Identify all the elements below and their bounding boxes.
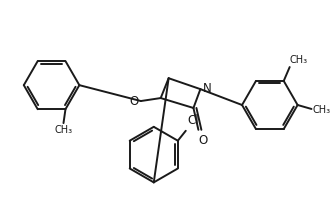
Text: CH₃: CH₃: [290, 55, 308, 65]
Text: O: O: [130, 94, 139, 108]
Text: O: O: [199, 134, 208, 147]
Text: CH₃: CH₃: [313, 105, 331, 115]
Text: Cl: Cl: [188, 114, 199, 127]
Text: N: N: [202, 82, 211, 95]
Text: CH₃: CH₃: [54, 125, 72, 135]
